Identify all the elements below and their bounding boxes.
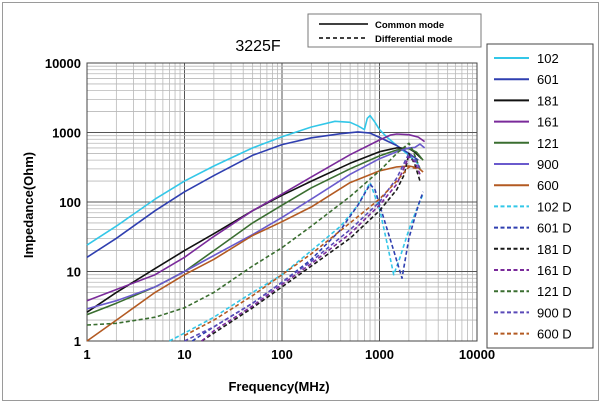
plot-border (86, 62, 478, 342)
y-tick-label: 100 (59, 195, 81, 210)
chart-frame: 3225F Common mode Differential mode 102 6… (2, 2, 599, 401)
axis-ticks: 1 10 100 1000 10000 10000 1000 100 10 1 (45, 56, 495, 362)
y-axis-label: Impedance(Ohm) (21, 152, 36, 258)
y-tick-label: 1 (74, 334, 81, 349)
legend-label: 181 (537, 93, 559, 108)
y-tick-label: 10 (67, 265, 81, 280)
x-tick-label: 1 (83, 347, 90, 362)
mode-legend-common: Common mode (375, 20, 444, 31)
mode-legend-differential: Differential mode (375, 34, 453, 45)
legend-label: 161 (537, 115, 559, 130)
series-line-161-d (201, 155, 421, 342)
y-tick-label: 10000 (45, 56, 81, 71)
x-tick-label: 1000 (365, 347, 394, 362)
x-tick-label: 10 (177, 347, 191, 362)
series-line-600 (86, 165, 424, 342)
impedance-chart: 3225F Common mode Differential mode 102 6… (21, 13, 594, 394)
legend-label: 600 D (537, 327, 572, 342)
legend-label: 900 D (537, 305, 572, 320)
legend-label: 121 (537, 136, 559, 151)
x-axis-label: Frequency(MHz) (228, 379, 329, 394)
legend-label: 121 D (537, 284, 572, 299)
legend-label: 102 D (537, 199, 572, 214)
series-line-601 (86, 131, 419, 258)
legend-label: 601 (537, 72, 559, 87)
legend-label: 102 (537, 51, 559, 66)
series-legend: 102 601 181 161 121 900 600 102 D 601 D 181 D 161 … (486, 43, 594, 349)
y-tick-label: 1000 (52, 126, 81, 141)
series-line-900-d (184, 152, 421, 342)
chart-title: 3225F (235, 38, 281, 55)
series-line-102-d (169, 181, 424, 342)
series-line-161 (86, 133, 426, 302)
series-lines (86, 114, 426, 342)
x-tick-label: 100 (271, 347, 293, 362)
legend-label: 161 D (537, 263, 572, 278)
legend-label: 600 (537, 178, 559, 193)
mode-legend: Common mode Differential mode (307, 13, 482, 48)
series-line-121-d (86, 142, 421, 326)
legend-label: 900 (537, 157, 559, 172)
legend-label: 601 D (537, 221, 572, 236)
series-line-900 (86, 143, 426, 310)
series-line-601-d (191, 183, 424, 342)
x-tick-label: 10000 (459, 347, 495, 362)
series-line-600-d (184, 166, 419, 337)
series-line-102 (86, 114, 419, 246)
legend-label: 181 D (537, 242, 572, 257)
